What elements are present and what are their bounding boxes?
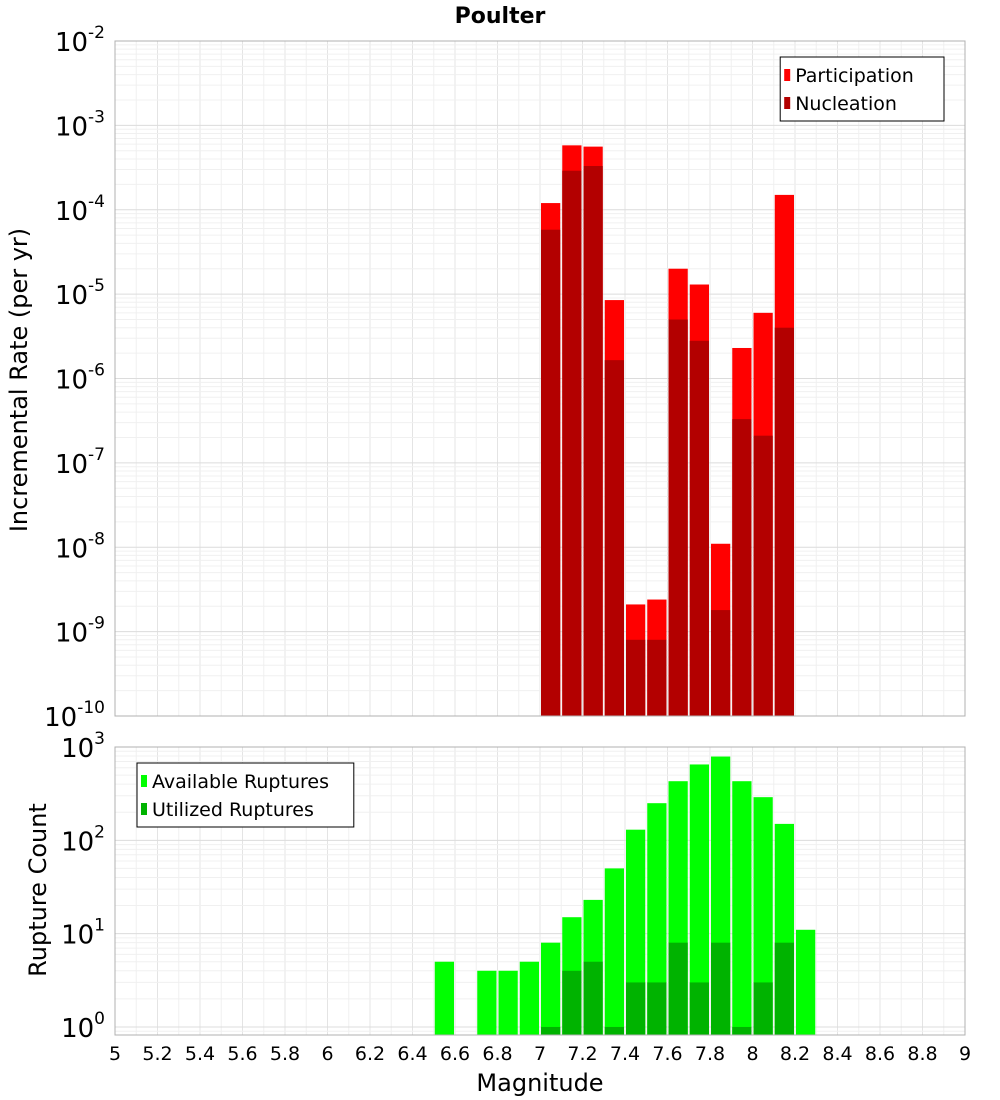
top-y-tick-label: 10-4 [55,192,105,227]
top-bar-nucleation [774,327,794,716]
top-panel: 10-10 10-9 10-8 10-7 10-6 10-5 10-4 10-3 10-2 Par… [44,23,966,733]
bottom-legend-swatch-available-ruptures [141,775,147,787]
bottom-bar-utilized-ruptures [647,982,667,1035]
bottom-bar-utilized-ruptures [541,1026,561,1035]
bottom-bar-utilized-ruptures [668,942,688,1035]
bottom-plot-frame [114,746,966,1036]
top-bar-nucleation [668,319,688,716]
x-axis-label: Magnitude [476,1069,603,1097]
x-tick-label: 8 [746,1043,758,1065]
top-plot-frame [114,40,966,717]
bottom-bar-available-ruptures [647,803,667,1035]
top-legend-box [779,56,945,122]
top-legend-label-nucleation: Nucleation [795,93,897,115]
top-bar-nucleation [647,639,667,716]
chart-title: Poulter [455,4,546,29]
bottom-y-tick-label: 100 [61,1009,105,1044]
bottom-bar-utilized-ruptures [604,1026,624,1035]
top-bar-nucleation [562,170,582,716]
bottom-panel: 100 101 102 103 Available Ruptures Utilized R… [61,729,966,1044]
bottom-bar-available-ruptures [519,961,539,1035]
top-y-tick-label: 10-2 [55,23,105,58]
bottom-legend-label-available-ruptures: Available Ruptures [152,771,329,793]
top-y-axis-label: Incremental Rate (per yr) [5,228,33,532]
top-y-tick-label: 10-8 [55,529,105,564]
x-tick-label: 7.2 [567,1043,597,1065]
top-y-tick-label: 10-10 [44,698,105,733]
bottom-bar-utilized-ruptures [583,961,603,1035]
top-legend-label-participation: Participation [795,65,914,87]
x-tick-label: 7.8 [695,1043,725,1065]
x-tick-label: 5.4 [185,1043,215,1065]
bottom-bar-utilized-ruptures [626,982,646,1035]
bottom-bar-available-ruptures [541,942,561,1035]
top-bar-nucleation [732,419,752,716]
top-legend: Participation Nucleation [779,56,945,122]
x-tick-label: 5.2 [142,1043,172,1065]
bottom-bar-available-ruptures [604,868,624,1035]
top-bar-nucleation [711,610,731,716]
bottom-bar-available-ruptures [434,961,454,1035]
top-bar-nucleation [689,340,709,716]
x-tick-label: 8.8 [907,1043,937,1065]
x-tick-label: 6.8 [482,1043,512,1065]
bottom-bar-available-ruptures [689,764,709,1035]
bottom-legend: Available Ruptures Utilized Ruptures [136,762,355,828]
bottom-y-tick-label: 102 [61,822,105,857]
bottom-bar-utilized-ruptures [711,942,731,1035]
bottom-bar-available-ruptures [753,797,773,1035]
top-y-tick-label: 10-7 [55,445,105,480]
bottom-legend-box [136,762,355,828]
bottom-bar-available-ruptures [796,929,816,1035]
bottom-legend-swatch-utilized-ruptures [141,803,147,815]
top-y-tick-label: 10-5 [55,276,105,311]
x-tick-label: 6 [321,1043,333,1065]
x-tick-label: 8.2 [780,1043,810,1065]
bottom-y-tick-label: 101 [61,916,105,951]
x-tick-label: 5.6 [227,1043,257,1065]
bottom-bar-utilized-ruptures [753,982,773,1035]
top-bar-nucleation [626,639,646,716]
x-tick-label: 6.2 [355,1043,385,1065]
top-y-tick-label: 10-9 [55,614,105,649]
bottom-bar-available-ruptures [498,970,518,1035]
top-y-tick-label: 10-6 [55,361,105,396]
x-tick-label: 8.6 [865,1043,895,1065]
top-bar-nucleation [753,435,773,716]
bottom-bar-utilized-ruptures [774,942,794,1035]
bottom-bar-available-ruptures [477,970,497,1035]
x-tick-label: 5 [109,1043,121,1065]
bottom-bar-utilized-ruptures [689,982,709,1035]
top-bar-nucleation [541,229,561,717]
x-tick-label: 6.4 [397,1043,427,1065]
x-tick-label: 5.8 [270,1043,300,1065]
bottom-y-tick-label: 103 [61,729,105,764]
x-tick-label: 8.4 [822,1043,852,1065]
x-tick-label: 7 [534,1043,546,1065]
bottom-legend-label-utilized-ruptures: Utilized Ruptures [152,799,314,821]
x-tick-label: 7.6 [652,1043,682,1065]
top-legend-swatch-participation [784,69,791,81]
top-bar-nucleation [604,360,624,716]
x-tick-label: 6.6 [440,1043,470,1065]
top-legend-swatch-nucleation [784,97,791,109]
bottom-bar-available-ruptures [732,781,752,1035]
bottom-bar-utilized-ruptures [732,1026,752,1035]
x-tick-label: 9 [959,1043,971,1065]
top-bar-nucleation [583,166,603,717]
x-tick-label: 7.4 [610,1043,640,1065]
top-y-tick-label: 10-3 [55,107,105,142]
bottom-y-axis-label: Rupture Count [24,803,52,977]
bottom-bar-utilized-ruptures [562,970,582,1035]
